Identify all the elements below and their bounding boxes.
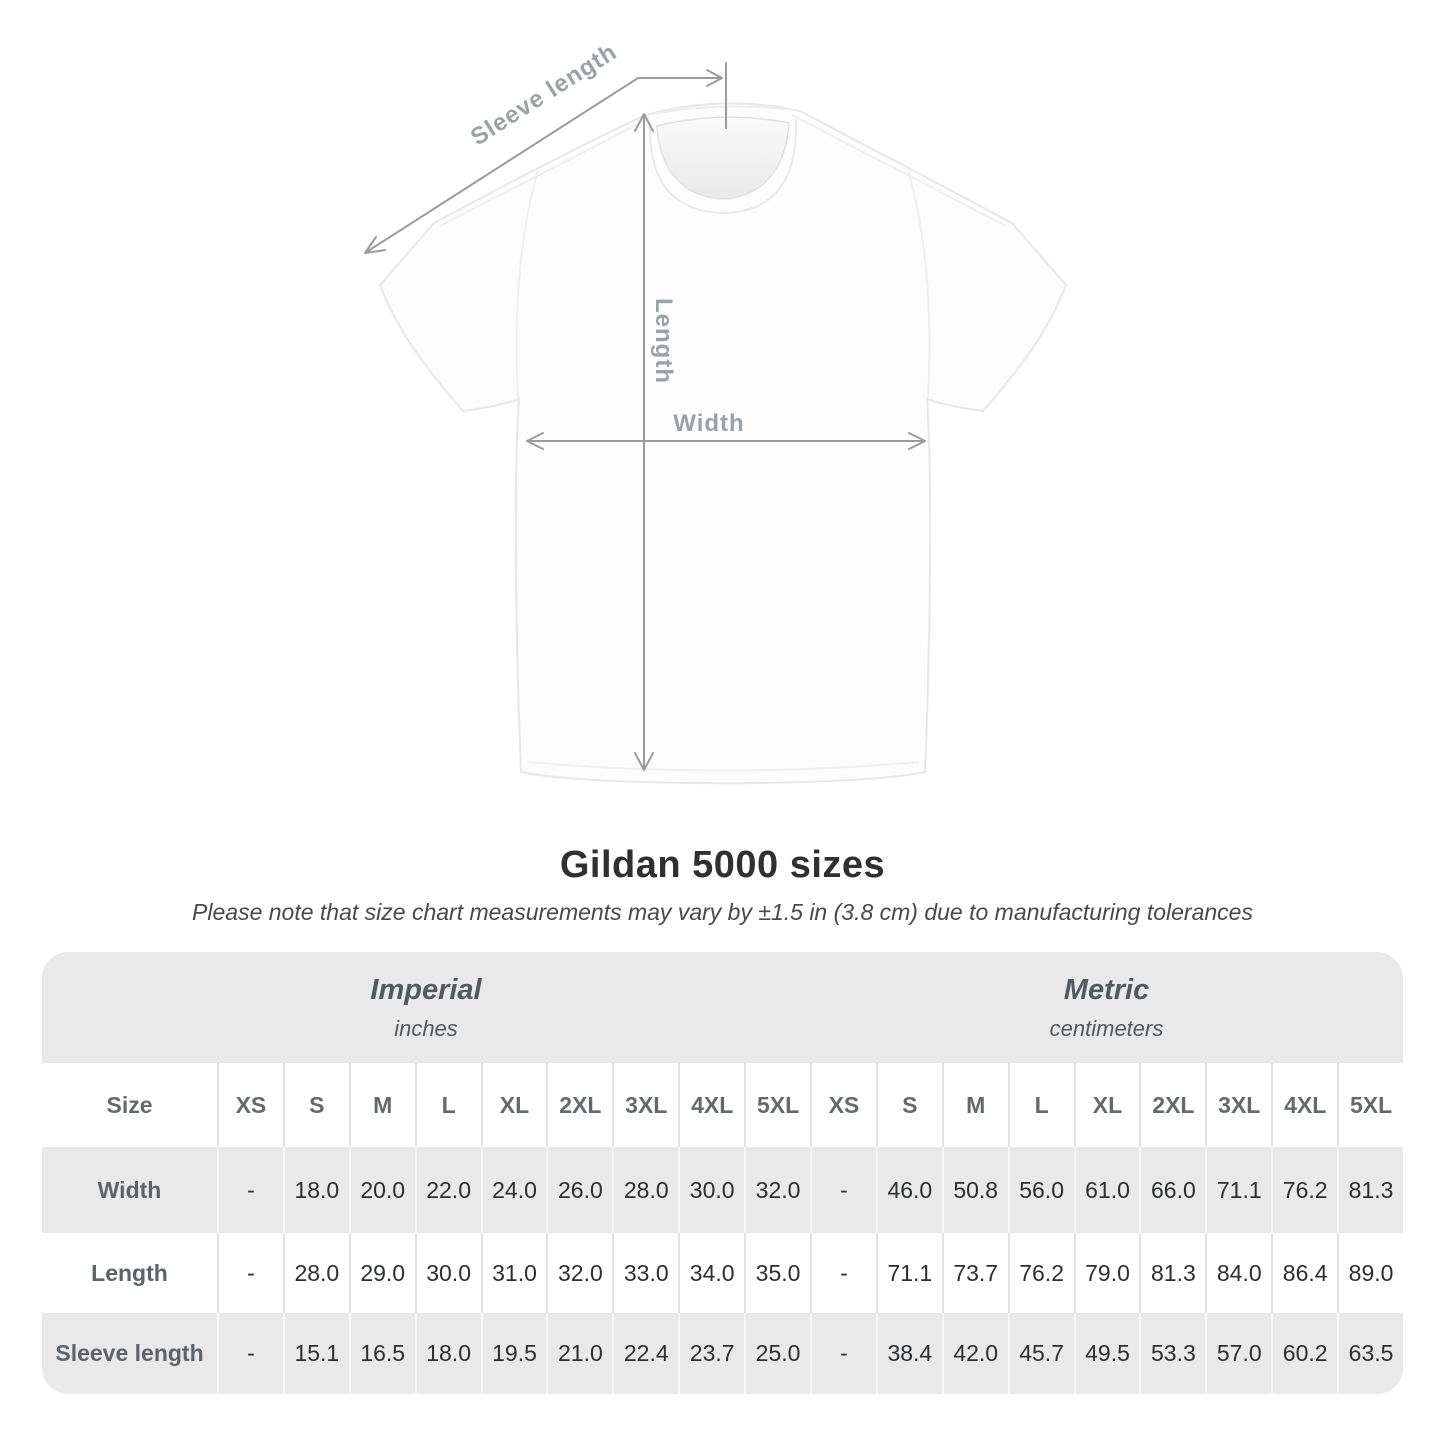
cell: 22.0 — [414, 1147, 481, 1233]
size-header: L — [1007, 1063, 1074, 1147]
cell: 24.0 — [480, 1147, 547, 1233]
cell: 76.2 — [1007, 1233, 1074, 1313]
cell: 46.0 — [875, 1147, 942, 1233]
size-header: 3XL — [612, 1063, 678, 1147]
cell: 30.0 — [678, 1147, 744, 1233]
row-label: Width — [97, 1176, 162, 1203]
cell: 73.7 — [941, 1233, 1008, 1313]
cell: 71.1 — [875, 1233, 942, 1313]
cell: 60.2 — [1271, 1313, 1337, 1394]
cell: 63.5 — [1337, 1313, 1403, 1394]
row-label: Sleeve length — [55, 1340, 204, 1366]
cell: 81.3 — [1337, 1147, 1403, 1233]
cell: 21.0 — [546, 1313, 612, 1394]
cell: - — [217, 1233, 283, 1313]
table-row-sleeve-length: Sleeve length - 15.1 16.5 18.0 19.5 21.0… — [42, 1313, 1403, 1394]
width-label: Width — [673, 410, 744, 437]
cell: - — [809, 1147, 876, 1233]
size-header-row: Size XS S M L XL 2XL 3XL 4XL 5XL XS S M … — [42, 1063, 1403, 1147]
imperial-header: Imperial inches — [42, 952, 810, 1063]
page-title: Gildan 5000 sizes — [559, 844, 886, 886]
cell: 49.5 — [1073, 1313, 1140, 1394]
cell: 31.0 — [480, 1233, 547, 1313]
cell: 81.3 — [1139, 1233, 1205, 1313]
cell: 50.8 — [941, 1147, 1008, 1233]
cell: 16.5 — [348, 1313, 415, 1394]
table-row-length: Length - 28.0 29.0 30.0 31.0 32.0 33.0 3… — [42, 1233, 1403, 1313]
cell: 56.0 — [1007, 1147, 1074, 1233]
size-header: XS — [217, 1063, 283, 1147]
tolerance-note: Please note that size chart measurements… — [192, 899, 1253, 925]
metric-units: centimeters — [1049, 1015, 1164, 1041]
cell: 34.0 — [678, 1233, 744, 1313]
imperial-label: Imperial — [370, 973, 482, 1006]
row-label: Length — [91, 1259, 168, 1286]
metric-label: Metric — [1063, 973, 1150, 1006]
tshirt-image — [378, 102, 1068, 785]
imperial-units: inches — [394, 1015, 458, 1041]
cell: - — [217, 1313, 283, 1394]
cell: 89.0 — [1337, 1233, 1403, 1313]
cell: 33.0 — [612, 1233, 678, 1313]
cell: 32.0 — [744, 1147, 810, 1233]
size-header: 5XL — [744, 1063, 810, 1147]
size-column-header: Size — [106, 1091, 153, 1118]
cell: - — [809, 1313, 876, 1394]
cell: 26.0 — [546, 1147, 612, 1233]
cell: 20.0 — [348, 1147, 415, 1233]
cell: 42.0 — [941, 1313, 1008, 1394]
cell: - — [809, 1233, 876, 1313]
cell: 25.0 — [744, 1313, 810, 1394]
width-arrow — [526, 432, 926, 450]
size-header: L — [414, 1063, 481, 1147]
cell: 57.0 — [1205, 1313, 1271, 1394]
size-header: 4XL — [1271, 1063, 1337, 1147]
cell: 19.5 — [480, 1313, 547, 1394]
cell: 28.0 — [282, 1233, 349, 1313]
size-header: 2XL — [1139, 1063, 1205, 1147]
cell: 22.4 — [612, 1313, 678, 1394]
cell: 35.0 — [744, 1233, 810, 1313]
cell: 86.4 — [1271, 1233, 1337, 1313]
size-header: XS — [809, 1063, 876, 1147]
cell: 66.0 — [1139, 1147, 1205, 1233]
size-header: M — [348, 1063, 415, 1147]
size-header: XL — [1073, 1063, 1140, 1147]
cell: 28.0 — [612, 1147, 678, 1233]
cell: 30.0 — [414, 1233, 481, 1313]
length-label: Length — [650, 298, 677, 384]
cell: 61.0 — [1073, 1147, 1140, 1233]
cell: 15.1 — [282, 1313, 349, 1394]
table-row-width: Width - 18.0 20.0 22.0 24.0 26.0 28.0 30… — [42, 1147, 1403, 1233]
cell: 23.7 — [678, 1313, 744, 1394]
size-header: 5XL — [1337, 1063, 1403, 1147]
cell: - — [217, 1147, 283, 1233]
cell: 38.4 — [875, 1313, 942, 1394]
size-header: 3XL — [1205, 1063, 1271, 1147]
size-header: 4XL — [678, 1063, 744, 1147]
cell: 18.0 — [414, 1313, 481, 1394]
size-header: S — [282, 1063, 349, 1147]
cell: 18.0 — [282, 1147, 349, 1233]
size-header: XL — [480, 1063, 547, 1147]
tshirt-diagram: Width Length Sleeve length — [364, 38, 1068, 785]
cell: 76.2 — [1271, 1147, 1337, 1233]
size-table: Imperial inches Metric centimeters Size … — [42, 952, 1403, 1394]
size-header: 2XL — [546, 1063, 612, 1147]
cell: 71.1 — [1205, 1147, 1271, 1233]
sleeve-length-arrow — [364, 62, 727, 254]
metric-header: Metric centimeters — [810, 952, 1403, 1063]
size-header: S — [875, 1063, 942, 1147]
cell: 29.0 — [348, 1233, 415, 1313]
cell: 45.7 — [1007, 1313, 1074, 1394]
cell: 79.0 — [1073, 1233, 1140, 1313]
cell: 84.0 — [1205, 1233, 1271, 1313]
sleeve-length-label: Sleeve length — [466, 38, 622, 151]
cell: 32.0 — [546, 1233, 612, 1313]
cell: 53.3 — [1139, 1313, 1205, 1394]
unit-system-header: Imperial inches Metric centimeters — [42, 952, 1403, 1063]
size-header: M — [941, 1063, 1008, 1147]
